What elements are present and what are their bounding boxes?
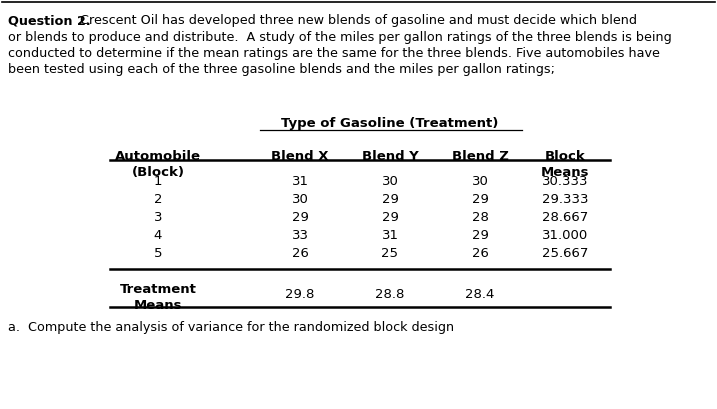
Text: 30.333: 30.333	[542, 175, 588, 188]
Text: 4: 4	[154, 229, 162, 242]
Text: Crescent Oil has developed three new blends of gasoline and must decide which bl: Crescent Oil has developed three new ble…	[80, 14, 637, 27]
Text: 5: 5	[153, 247, 162, 260]
Text: Treatment
Means: Treatment Means	[120, 283, 196, 312]
Text: 30: 30	[381, 175, 399, 188]
Text: Blend Z: Blend Z	[452, 150, 508, 163]
Text: 26: 26	[292, 247, 308, 260]
Text: or blends to produce and distribute.  A study of the miles per gallon ratings of: or blends to produce and distribute. A s…	[8, 31, 672, 43]
Text: 28.667: 28.667	[542, 211, 588, 224]
Text: Block
Means: Block Means	[541, 150, 589, 179]
Text: 31.000: 31.000	[542, 229, 588, 242]
Text: 28.8: 28.8	[375, 288, 404, 301]
Text: 29: 29	[381, 193, 399, 206]
Text: 28: 28	[472, 211, 488, 224]
Text: 29.8: 29.8	[285, 288, 315, 301]
Text: Blend Y: Blend Y	[361, 150, 419, 163]
Text: Automobile
(Block): Automobile (Block)	[115, 150, 201, 179]
Text: 30: 30	[292, 193, 308, 206]
Text: 33: 33	[292, 229, 308, 242]
Text: a.  Compute the analysis of variance for the randomized block design: a. Compute the analysis of variance for …	[8, 321, 454, 334]
Text: conducted to determine if the mean ratings are the same for the three blends. Fi: conducted to determine if the mean ratin…	[8, 47, 660, 60]
Text: 31: 31	[292, 175, 308, 188]
Text: 25: 25	[381, 247, 399, 260]
Text: 25.667: 25.667	[542, 247, 588, 260]
Text: 29.333: 29.333	[542, 193, 588, 206]
Text: Question 2.: Question 2.	[8, 14, 90, 27]
Text: 29: 29	[472, 229, 488, 242]
Text: 29: 29	[472, 193, 488, 206]
Text: Blend X: Blend X	[271, 150, 329, 163]
Text: 1: 1	[153, 175, 162, 188]
Text: 2: 2	[153, 193, 162, 206]
Text: 29: 29	[292, 211, 308, 224]
Text: 26: 26	[472, 247, 488, 260]
Text: 30: 30	[472, 175, 488, 188]
Text: 31: 31	[381, 229, 399, 242]
Text: 3: 3	[153, 211, 162, 224]
Text: Type of Gasoline (Treatment): Type of Gasoline (Treatment)	[281, 117, 499, 130]
Text: been tested using each of the three gasoline blends and the miles per gallon rat: been tested using each of the three gaso…	[8, 63, 555, 76]
Text: 28.4: 28.4	[465, 288, 495, 301]
Text: 29: 29	[381, 211, 399, 224]
